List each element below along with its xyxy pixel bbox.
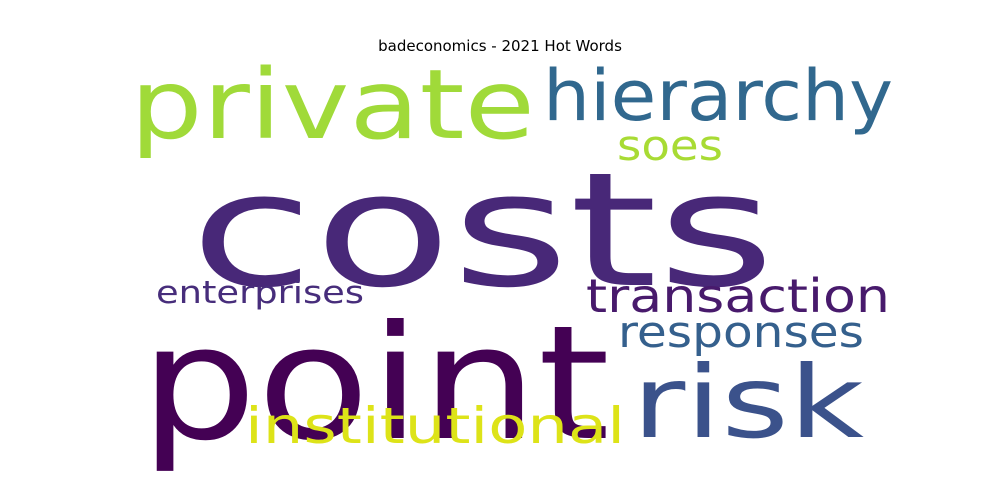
word-responses: responses (618, 307, 864, 358)
word-hierarchy: hierarchy (543, 55, 893, 137)
word-costs: costs (190, 139, 775, 323)
word-soes: soes (617, 121, 723, 170)
chart-title: badeconomics - 2021 Hot Words (378, 37, 622, 55)
word-private: private (130, 49, 535, 161)
word-risk: risk (632, 344, 864, 461)
word-transaction: transaction (586, 269, 890, 323)
word-point: point (140, 292, 610, 476)
word-enterprises: enterprises (156, 275, 364, 311)
word-institutional: institutional (245, 397, 625, 455)
